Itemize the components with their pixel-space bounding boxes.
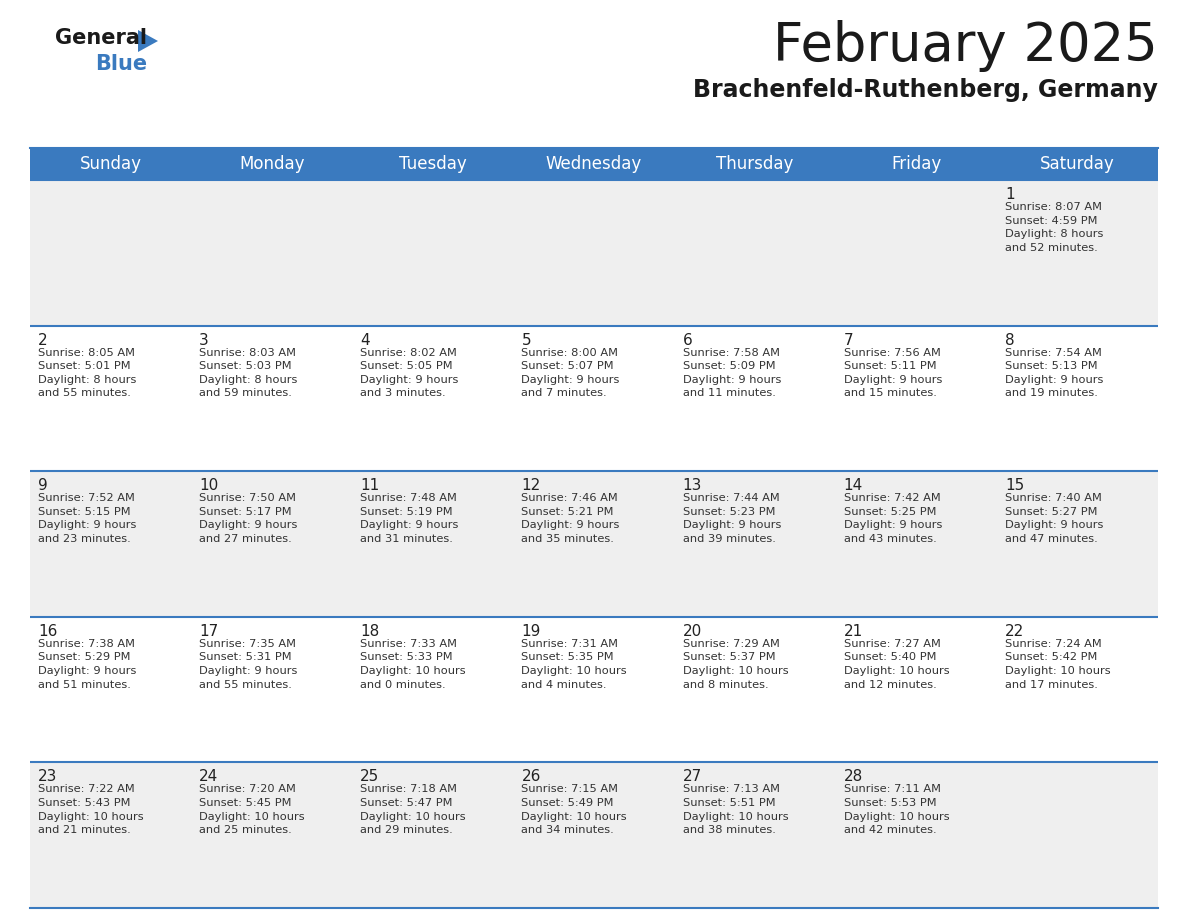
Text: Sunrise: 8:02 AM
Sunset: 5:05 PM
Daylight: 9 hours
and 3 minutes.: Sunrise: 8:02 AM Sunset: 5:05 PM Dayligh… [360, 348, 459, 398]
Text: Sunrise: 7:50 AM
Sunset: 5:17 PM
Daylight: 9 hours
and 27 minutes.: Sunrise: 7:50 AM Sunset: 5:17 PM Dayligh… [200, 493, 297, 544]
Text: 27: 27 [683, 769, 702, 784]
Bar [675, 148, 835, 180]
Bar [30, 617, 1158, 763]
Text: Sunrise: 7:18 AM
Sunset: 5:47 PM
Daylight: 10 hours
and 29 minutes.: Sunrise: 7:18 AM Sunset: 5:47 PM Dayligh… [360, 784, 466, 835]
Text: February 2025: February 2025 [773, 20, 1158, 72]
Bar [835, 148, 997, 180]
Text: 21: 21 [843, 624, 862, 639]
Text: 17: 17 [200, 624, 219, 639]
Text: Blue: Blue [95, 54, 147, 74]
Text: Sunrise: 7:13 AM
Sunset: 5:51 PM
Daylight: 10 hours
and 38 minutes.: Sunrise: 7:13 AM Sunset: 5:51 PM Dayligh… [683, 784, 788, 835]
Bar [30, 471, 1158, 617]
Bar [191, 148, 353, 180]
Text: 4: 4 [360, 332, 369, 348]
Text: Sunrise: 8:00 AM
Sunset: 5:07 PM
Daylight: 9 hours
and 7 minutes.: Sunrise: 8:00 AM Sunset: 5:07 PM Dayligh… [522, 348, 620, 398]
Polygon shape [138, 30, 158, 52]
Text: Sunrise: 7:31 AM
Sunset: 5:35 PM
Daylight: 10 hours
and 4 minutes.: Sunrise: 7:31 AM Sunset: 5:35 PM Dayligh… [522, 639, 627, 689]
Text: 7: 7 [843, 332, 853, 348]
Text: Sunrise: 7:35 AM
Sunset: 5:31 PM
Daylight: 9 hours
and 55 minutes.: Sunrise: 7:35 AM Sunset: 5:31 PM Dayligh… [200, 639, 297, 689]
Text: General: General [55, 28, 147, 48]
Text: Sunrise: 7:20 AM
Sunset: 5:45 PM
Daylight: 10 hours
and 25 minutes.: Sunrise: 7:20 AM Sunset: 5:45 PM Dayligh… [200, 784, 305, 835]
Text: Sunrise: 7:24 AM
Sunset: 5:42 PM
Daylight: 10 hours
and 17 minutes.: Sunrise: 7:24 AM Sunset: 5:42 PM Dayligh… [1005, 639, 1111, 689]
Text: Sunrise: 7:44 AM
Sunset: 5:23 PM
Daylight: 9 hours
and 39 minutes.: Sunrise: 7:44 AM Sunset: 5:23 PM Dayligh… [683, 493, 781, 544]
Text: 13: 13 [683, 478, 702, 493]
Text: 1: 1 [1005, 187, 1015, 202]
Text: Tuesday: Tuesday [399, 155, 467, 173]
Text: 20: 20 [683, 624, 702, 639]
Text: 5: 5 [522, 332, 531, 348]
Text: 11: 11 [360, 478, 379, 493]
Text: Sunrise: 7:27 AM
Sunset: 5:40 PM
Daylight: 10 hours
and 12 minutes.: Sunrise: 7:27 AM Sunset: 5:40 PM Dayligh… [843, 639, 949, 689]
Text: 2: 2 [38, 332, 48, 348]
Bar [353, 148, 513, 180]
Text: Sunrise: 7:22 AM
Sunset: 5:43 PM
Daylight: 10 hours
and 21 minutes.: Sunrise: 7:22 AM Sunset: 5:43 PM Dayligh… [38, 784, 144, 835]
Text: Sunrise: 7:29 AM
Sunset: 5:37 PM
Daylight: 10 hours
and 8 minutes.: Sunrise: 7:29 AM Sunset: 5:37 PM Dayligh… [683, 639, 788, 689]
Text: 18: 18 [360, 624, 379, 639]
Text: Sunrise: 7:33 AM
Sunset: 5:33 PM
Daylight: 10 hours
and 0 minutes.: Sunrise: 7:33 AM Sunset: 5:33 PM Dayligh… [360, 639, 466, 689]
Text: Monday: Monday [239, 155, 304, 173]
Text: Sunrise: 7:56 AM
Sunset: 5:11 PM
Daylight: 9 hours
and 15 minutes.: Sunrise: 7:56 AM Sunset: 5:11 PM Dayligh… [843, 348, 942, 398]
Text: Saturday: Saturday [1040, 155, 1114, 173]
Text: Sunrise: 7:15 AM
Sunset: 5:49 PM
Daylight: 10 hours
and 34 minutes.: Sunrise: 7:15 AM Sunset: 5:49 PM Dayligh… [522, 784, 627, 835]
Text: Sunrise: 7:46 AM
Sunset: 5:21 PM
Daylight: 9 hours
and 35 minutes.: Sunrise: 7:46 AM Sunset: 5:21 PM Dayligh… [522, 493, 620, 544]
Bar [30, 326, 1158, 471]
Text: Sunrise: 7:11 AM
Sunset: 5:53 PM
Daylight: 10 hours
and 42 minutes.: Sunrise: 7:11 AM Sunset: 5:53 PM Dayligh… [843, 784, 949, 835]
Text: 25: 25 [360, 769, 379, 784]
Bar [997, 148, 1158, 180]
Text: Thursday: Thursday [716, 155, 794, 173]
Text: 16: 16 [38, 624, 57, 639]
Bar [30, 148, 191, 180]
Text: 10: 10 [200, 478, 219, 493]
Text: 15: 15 [1005, 478, 1024, 493]
Text: Friday: Friday [891, 155, 941, 173]
Text: 8: 8 [1005, 332, 1015, 348]
Text: Sunrise: 8:03 AM
Sunset: 5:03 PM
Daylight: 8 hours
and 59 minutes.: Sunrise: 8:03 AM Sunset: 5:03 PM Dayligh… [200, 348, 297, 398]
Text: Brachenfeld-Ruthenberg, Germany: Brachenfeld-Ruthenberg, Germany [693, 78, 1158, 102]
Text: Sunrise: 7:48 AM
Sunset: 5:19 PM
Daylight: 9 hours
and 31 minutes.: Sunrise: 7:48 AM Sunset: 5:19 PM Dayligh… [360, 493, 459, 544]
Bar [30, 763, 1158, 908]
Text: Sunrise: 7:58 AM
Sunset: 5:09 PM
Daylight: 9 hours
and 11 minutes.: Sunrise: 7:58 AM Sunset: 5:09 PM Dayligh… [683, 348, 781, 398]
Text: Sunrise: 7:54 AM
Sunset: 5:13 PM
Daylight: 9 hours
and 19 minutes.: Sunrise: 7:54 AM Sunset: 5:13 PM Dayligh… [1005, 348, 1104, 398]
Bar [513, 148, 675, 180]
Text: 26: 26 [522, 769, 541, 784]
Text: Sunrise: 7:38 AM
Sunset: 5:29 PM
Daylight: 9 hours
and 51 minutes.: Sunrise: 7:38 AM Sunset: 5:29 PM Dayligh… [38, 639, 137, 689]
Text: Sunrise: 8:07 AM
Sunset: 4:59 PM
Daylight: 8 hours
and 52 minutes.: Sunrise: 8:07 AM Sunset: 4:59 PM Dayligh… [1005, 202, 1104, 252]
Text: Sunday: Sunday [80, 155, 141, 173]
Text: 9: 9 [38, 478, 48, 493]
Text: 23: 23 [38, 769, 57, 784]
Text: 24: 24 [200, 769, 219, 784]
Text: Sunrise: 7:52 AM
Sunset: 5:15 PM
Daylight: 9 hours
and 23 minutes.: Sunrise: 7:52 AM Sunset: 5:15 PM Dayligh… [38, 493, 137, 544]
Text: 14: 14 [843, 478, 862, 493]
Text: Wednesday: Wednesday [545, 155, 643, 173]
Text: 22: 22 [1005, 624, 1024, 639]
Text: 6: 6 [683, 332, 693, 348]
Text: Sunrise: 8:05 AM
Sunset: 5:01 PM
Daylight: 8 hours
and 55 minutes.: Sunrise: 8:05 AM Sunset: 5:01 PM Dayligh… [38, 348, 137, 398]
Text: Sunrise: 7:42 AM
Sunset: 5:25 PM
Daylight: 9 hours
and 43 minutes.: Sunrise: 7:42 AM Sunset: 5:25 PM Dayligh… [843, 493, 942, 544]
Text: 28: 28 [843, 769, 862, 784]
Bar [30, 180, 1158, 326]
Text: 12: 12 [522, 478, 541, 493]
Text: Sunrise: 7:40 AM
Sunset: 5:27 PM
Daylight: 9 hours
and 47 minutes.: Sunrise: 7:40 AM Sunset: 5:27 PM Dayligh… [1005, 493, 1104, 544]
Text: 19: 19 [522, 624, 541, 639]
Text: 3: 3 [200, 332, 209, 348]
